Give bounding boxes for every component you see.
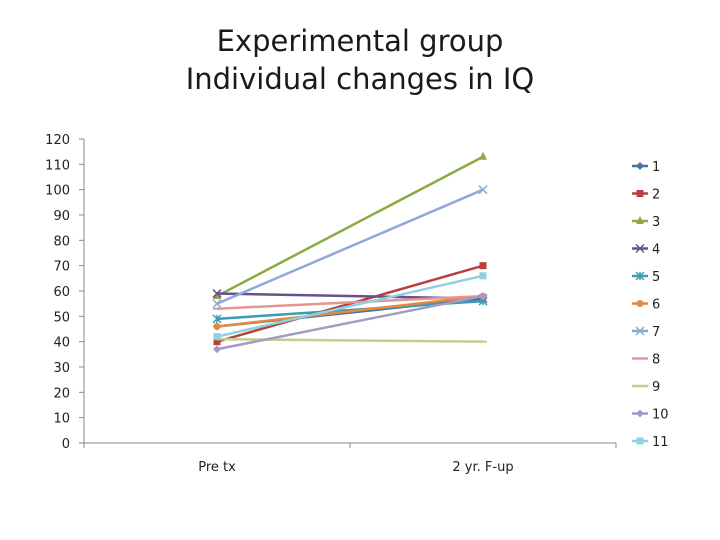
legend-label: 4: [652, 243, 660, 258]
legend-entry: 9: [632, 380, 660, 395]
data-point: [212, 299, 222, 309]
chart-series: [212, 151, 488, 354]
y-tick-label: 0: [62, 437, 70, 452]
data-point: [213, 333, 221, 341]
x-tick-label: 2 yr. F-up: [452, 460, 513, 475]
data-point: [479, 292, 487, 301]
legend-entry: 5: [632, 270, 660, 285]
data-point: [478, 185, 488, 195]
chart-title-line-1: Experimental group: [216, 24, 504, 58]
legend-swatch-marker: [635, 271, 645, 281]
legend-label: 5: [652, 270, 660, 285]
y-tick-label: 30: [53, 361, 70, 376]
y-tick-label: 10: [53, 412, 70, 427]
legend-swatch-marker: [636, 300, 644, 307]
y-tick-label: 110: [45, 158, 70, 173]
y-tick-label: 60: [53, 285, 70, 300]
legend-label: 10: [652, 408, 669, 423]
data-point: [213, 338, 221, 346]
data-point: [213, 322, 221, 330]
y-tick-label: 40: [53, 336, 70, 351]
chart-title: Experimental group Individual changes in…: [0, 22, 720, 98]
legend-label: 11: [652, 435, 669, 450]
legend-entry: 1: [632, 160, 660, 175]
y-tick-label: 80: [53, 234, 70, 249]
x-tick-label: Pre tx: [198, 460, 236, 475]
legend-swatch-marker: [636, 437, 644, 445]
series-10: [213, 292, 487, 354]
legend-swatch-marker: [636, 216, 644, 224]
legend-label: 1: [652, 160, 660, 175]
series-line: [216, 294, 484, 328]
legend-entry: 6: [632, 298, 660, 313]
y-tick-label: 70: [53, 260, 70, 275]
series-line: [216, 294, 484, 351]
legend-entry: 4: [632, 243, 660, 258]
legend-swatch-marker: [636, 190, 644, 197]
data-point: [213, 291, 221, 300]
legend-label: 6: [652, 298, 660, 313]
series-line: [216, 155, 484, 298]
legend-entry: 8: [632, 353, 660, 368]
legend-entry: 11: [632, 435, 669, 450]
legend-label: 3: [652, 215, 660, 230]
series-line: [216, 188, 484, 305]
legend-swatch-marker: [636, 162, 644, 170]
data-point: [479, 262, 487, 270]
legend-swatch-marker: [635, 243, 645, 254]
data-point: [479, 272, 487, 280]
legend-label: 8: [652, 353, 660, 368]
legend-entry: 7: [632, 325, 660, 340]
chart-title-line-2: Individual changes in IQ: [185, 62, 535, 96]
data-point: [212, 289, 222, 299]
data-point: [213, 345, 221, 354]
legend-label: 7: [652, 325, 660, 340]
data-point: [212, 314, 222, 324]
series-3: [213, 151, 487, 300]
series-7: [212, 185, 488, 309]
series-line: [216, 274, 484, 338]
series-11: [213, 272, 487, 341]
legend-entry: 2: [632, 188, 660, 203]
y-tick-label: 100: [45, 184, 70, 199]
y-tick-label: 50: [53, 310, 70, 325]
data-point: [479, 151, 487, 160]
legend-entry: 3: [632, 215, 660, 230]
series-2: [213, 262, 487, 346]
legend-entry: 10: [632, 408, 669, 423]
legend-swatch-marker: [635, 326, 645, 336]
chart-legend: 1 2 3 4 5 6 7 8 9 10 11: [632, 160, 669, 450]
series-line: [216, 264, 484, 343]
y-tick-label: 120: [45, 133, 70, 148]
y-tick-label: 20: [53, 386, 70, 401]
legend-label: 9: [652, 380, 660, 395]
series-line: [216, 294, 484, 310]
y-tick-label: 90: [53, 209, 70, 224]
chart-axes: 0 10 20 30 40 50 60 70 80 90 100 110 120 Pre tx 2 yr. …: [45, 133, 617, 475]
legend-swatch-marker: [636, 409, 644, 418]
legend-label: 2: [652, 188, 660, 203]
